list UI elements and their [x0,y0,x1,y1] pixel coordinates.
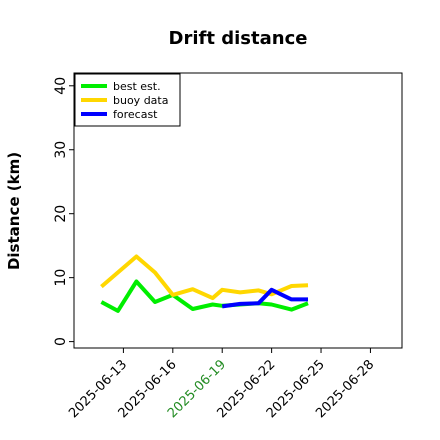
y-tick-label: 30 [53,141,69,159]
plot-frame [73,72,403,349]
series-line-forecast [221,287,308,309]
legend-label: forecast [113,108,158,121]
legend-label: buoy data [113,94,168,107]
y-tick-label: 0 [53,337,69,346]
chart-title: Drift distance [169,28,308,49]
y-axis: 0 10 20 30 40 [53,77,74,346]
y-tick-label: 20 [53,205,69,223]
legend-label: best est. [113,80,161,93]
y-tick-label: 40 [53,77,69,95]
series-line-best-est- [100,279,309,313]
series-layer [100,254,309,313]
y-axis-label: Distance (km) [5,152,23,270]
y-tick-label: 10 [53,269,69,287]
